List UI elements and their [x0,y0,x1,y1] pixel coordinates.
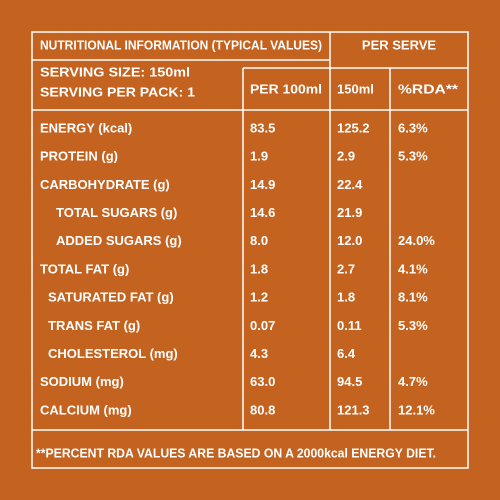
nutrient-name: ENERGY (kcal) [40,120,132,135]
nutrient-name: SODIUM (mg) [40,374,124,389]
nutrient-name: TOTAL SUGARS (g) [56,205,177,220]
column-header: PER 100ml [250,81,322,96]
per-serve: 2.9 [337,149,355,164]
nutrient-name: PROTEIN (g) [40,149,118,164]
footnote: **PERCENT RDA VALUES ARE BASED ON A 2000… [36,445,436,460]
per-100ml: 14.6 [250,205,275,220]
nutrient-name: CALCIUM (mg) [40,402,132,417]
per-serve: PER SERVE [362,37,437,52]
serving-size: SERVING SIZE: 150ml [40,64,190,79]
per-100ml: 1.9 [250,149,268,164]
per-100ml: 63.0 [250,374,275,389]
per-serve: 121.3 [337,402,370,417]
per-serve: 6.4 [337,346,356,361]
column-header: 150ml [337,81,374,96]
rda: 4.7% [398,374,428,389]
per-serve: 2.7 [337,261,355,276]
column-header: %RDA** [398,81,459,96]
serving-per-pack: SERVING PER PACK: 1 [40,84,195,99]
per-serve: 0.11 [337,318,362,333]
rda: 12.1% [398,402,435,417]
title: NUTRITIONAL INFORMATION (TYPICAL VALUES) [40,37,322,52]
nutrient-name: CHOLESTEROL (mg) [48,346,178,361]
nutrient-name: TOTAL FAT (g) [40,261,129,276]
per-serve: 94.5 [337,374,362,389]
rda: 6.3% [398,120,428,135]
rda: 24.0% [398,233,435,248]
nutrient-name: CARBOHYDRATE (g) [40,177,170,192]
per-serve: 22.4 [337,177,363,192]
per-100ml: 14.9 [250,177,275,192]
per-100ml: 80.8 [250,402,275,417]
per-100ml: 0.07 [250,318,275,333]
per-serve: 125.2 [337,120,370,135]
rda: 8.1% [398,290,428,305]
rda: 4.1% [398,261,428,276]
nutrient-name: SATURATED FAT (g) [48,290,174,305]
per-100ml: 1.8 [250,261,268,276]
per-100ml: 8.0 [250,233,268,248]
per-100ml: 1.2 [250,290,268,305]
nutrient-name: ADDED SUGARS (g) [56,233,182,248]
per-serve: 21.9 [337,205,362,220]
per-serve: 1.8 [337,290,355,305]
per-serve: 12.0 [337,233,362,248]
per-100ml: 4.3 [250,346,268,361]
outer-border [31,31,469,469]
nutrient-name: TRANS FAT (g) [48,318,140,333]
per-100ml: 83.5 [250,120,275,135]
rda: 5.3% [398,318,428,333]
rda: 5.3% [398,149,428,164]
